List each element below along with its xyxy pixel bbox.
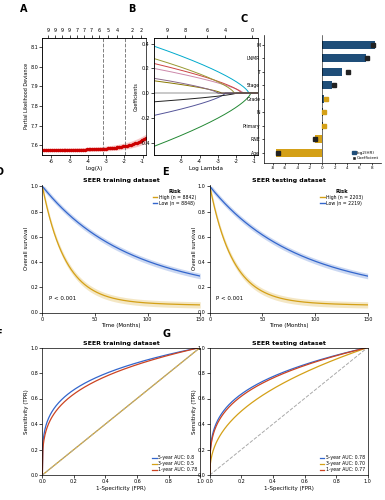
3-year AUC: 0.70: (0, 0): 0.70: (0, 0) [208,472,212,478]
Y-axis label: Sensitivity (TPR): Sensitivity (TPR) [24,389,29,434]
Y-axis label: Overall survival: Overall survival [24,227,29,270]
Line: 5-year AUC: 0.78: 5-year AUC: 0.78 [210,348,368,475]
3-year AUC: 0.70: (0.906, 0.959): 0.70: (0.906, 0.959) [351,350,355,356]
X-axis label: Log(λ): Log(λ) [86,166,103,170]
1-year AUC: 0.78: (0, 0): 0.78: (0, 0) [40,472,45,478]
X-axis label: 1-Specificity (FPR): 1-Specificity (FPR) [264,486,314,490]
Text: A: A [20,4,27,14]
Line: 1-year AUC: 0.78: 1-year AUC: 0.78 [42,348,200,475]
Bar [323,68,342,76]
Bar [315,135,323,143]
1-year AUC: 0.78: (0.592, 0.863): 0.78: (0.592, 0.863) [134,362,138,368]
Title: SEER training dataset: SEER training dataset [83,340,160,345]
1-year AUC: 0.77: (0.843, 0.95): 0.77: (0.843, 0.95) [341,351,345,357]
Y-axis label: Overall survival: Overall survival [191,227,196,270]
1-year AUC: 0.78: (1, 1): 0.78: (1, 1) [198,344,203,350]
Y-axis label: Sensitivity (TPR): Sensitivity (TPR) [191,389,196,434]
Line: 5-year AUC: 0.8: 5-year AUC: 0.8 [42,348,200,475]
Text: B: B [128,4,136,14]
1-year AUC: 0.78: (0.00334, 0.2): 0.78: (0.00334, 0.2) [40,446,45,452]
3-year AUC: 0.5: (1, 1): 0.5: (1, 1) [198,344,203,350]
5-year AUC: 0.78: (0.592, 0.863): 0.78: (0.592, 0.863) [301,362,306,368]
Bar [323,94,324,103]
Bar [276,148,323,156]
Legend: 5-year AUC: 0.78, 3-year AUC: 0.70, 1-year AUC: 0.77: 5-year AUC: 0.78, 3-year AUC: 0.70, 1-ye… [318,454,367,474]
Text: P < 0.001: P < 0.001 [49,296,76,300]
1-year AUC: 0.77: (1, 1): 0.77: (1, 1) [365,344,370,350]
3-year AUC: 0.5: (0.00334, 0.00334): 0.5: (0.00334, 0.00334) [40,472,45,478]
Title: SEER testing dataset: SEER testing dataset [252,178,326,183]
Title: SEER training dataset: SEER training dataset [83,178,160,183]
5-year AUC: 0.8: (1, 1): 0.8: (1, 1) [198,344,203,350]
5-year AUC: 0.8: (0.612, 0.884): 0.8: (0.612, 0.884) [137,359,141,365]
X-axis label: 1-Specificity (FPR): 1-Specificity (FPR) [96,486,146,490]
Text: D: D [0,167,3,177]
3-year AUC: 0.5: (0.592, 0.592): 0.5: (0.592, 0.592) [134,396,138,402]
Bar [323,41,375,49]
5-year AUC: 0.78: (0.00334, 0.2): 0.78: (0.00334, 0.2) [208,446,213,452]
Bar [323,81,332,90]
3-year AUC: 0.70: (0.00334, 0.0869): 0.70: (0.00334, 0.0869) [208,461,213,467]
Legend: 5-year AUC: 0.8, 3-year AUC: 0.5, 1-year AUC: 0.78: 5-year AUC: 0.8, 3-year AUC: 0.5, 1-year… [151,454,199,474]
Text: F: F [0,330,2,340]
Line: 3-year AUC: 0.70: 3-year AUC: 0.70 [210,348,368,475]
3-year AUC: 0.70: (0.592, 0.799): 0.70: (0.592, 0.799) [301,370,306,376]
5-year AUC: 0.8: (0.00334, 0.24): 0.8: (0.00334, 0.24) [40,442,45,448]
Line: 3-year AUC: 0.5: 3-year AUC: 0.5 [42,348,200,475]
3-year AUC: 0.70: (0.595, 0.801): 0.70: (0.595, 0.801) [301,370,306,376]
1-year AUC: 0.77: (0.906, 0.971): 0.77: (0.906, 0.971) [351,348,355,354]
1-year AUC: 0.77: (0.00334, 0.182): 0.77: (0.00334, 0.182) [208,449,213,455]
Legend: High (n = 8842), Low (n = 8848): High (n = 8842), Low (n = 8848) [151,188,198,208]
Text: G: G [162,330,171,340]
Text: E: E [162,167,169,177]
3-year AUC: 0.70: (0.612, 0.81): 0.70: (0.612, 0.81) [304,368,309,374]
1-year AUC: 0.77: (0.612, 0.864): 0.77: (0.612, 0.864) [304,362,309,368]
3-year AUC: 0.5: (0.595, 0.595): 0.5: (0.595, 0.595) [134,396,139,402]
3-year AUC: 0.70: (0.843, 0.929): 0.70: (0.843, 0.929) [341,354,345,360]
Y-axis label: Partial Likelihood Deviance: Partial Likelihood Deviance [24,63,29,130]
Text: P < 0.001: P < 0.001 [216,296,243,300]
1-year AUC: 0.78: (0.612, 0.871): 0.78: (0.612, 0.871) [137,361,141,367]
5-year AUC: 0.78: (0.612, 0.871): 0.78: (0.612, 0.871) [304,361,309,367]
5-year AUC: 0.78: (0, 0): 0.78: (0, 0) [208,472,212,478]
1-year AUC: 0.77: (0.595, 0.856): 0.77: (0.595, 0.856) [301,363,306,369]
Legend: log2(HR), Coefficient: log2(HR), Coefficient [351,150,381,162]
5-year AUC: 0.8: (0, 0): 0.8: (0, 0) [40,472,45,478]
X-axis label: Time (Months): Time (Months) [269,323,308,328]
Bar [323,54,366,62]
5-year AUC: 0.78: (0.595, 0.864): 0.78: (0.595, 0.864) [301,362,306,368]
X-axis label: Time (Months): Time (Months) [102,323,141,328]
3-year AUC: 0.5: (0.906, 0.906): 0.5: (0.906, 0.906) [183,356,188,362]
1-year AUC: 0.78: (0.906, 0.973): 0.78: (0.906, 0.973) [183,348,188,354]
5-year AUC: 0.8: (0.843, 0.958): 0.8: (0.843, 0.958) [173,350,178,356]
5-year AUC: 0.78: (1, 1): 0.78: (1, 1) [365,344,370,350]
3-year AUC: 0.70: (1, 1): 0.70: (1, 1) [365,344,370,350]
1-year AUC: 0.78: (0.595, 0.864): 0.78: (0.595, 0.864) [134,362,139,368]
1-year AUC: 0.77: (0, 0): 0.77: (0, 0) [208,472,212,478]
5-year AUC: 0.78: (0.906, 0.973): 0.78: (0.906, 0.973) [351,348,355,354]
1-year AUC: 0.78: (0.843, 0.953): 0.78: (0.843, 0.953) [173,350,178,356]
5-year AUC: 0.8: (0.592, 0.877): 0.8: (0.592, 0.877) [134,360,138,366]
3-year AUC: 0.5: (0.612, 0.612): 0.5: (0.612, 0.612) [137,394,141,400]
Y-axis label: Coefficients: Coefficients [134,82,139,110]
X-axis label: Log Lambda: Log Lambda [189,166,223,170]
5-year AUC: 0.8: (0.906, 0.976): 0.8: (0.906, 0.976) [183,348,188,354]
Legend: High (n = 2203), Low (n = 2219): High (n = 2203), Low (n = 2219) [319,188,365,208]
Title: SEER testing dataset: SEER testing dataset [252,340,326,345]
3-year AUC: 0.5: (0, 0): 0.5: (0, 0) [40,472,45,478]
5-year AUC: 0.78: (0.843, 0.953): 0.78: (0.843, 0.953) [341,350,345,356]
3-year AUC: 0.5: (0.843, 0.843): 0.5: (0.843, 0.843) [173,364,178,370]
Line: 1-year AUC: 0.77: 1-year AUC: 0.77 [210,348,368,475]
5-year AUC: 0.8: (0.595, 0.878): 0.8: (0.595, 0.878) [134,360,139,366]
Text: C: C [240,14,248,24]
1-year AUC: 0.77: (0.592, 0.855): 0.77: (0.592, 0.855) [301,363,306,369]
